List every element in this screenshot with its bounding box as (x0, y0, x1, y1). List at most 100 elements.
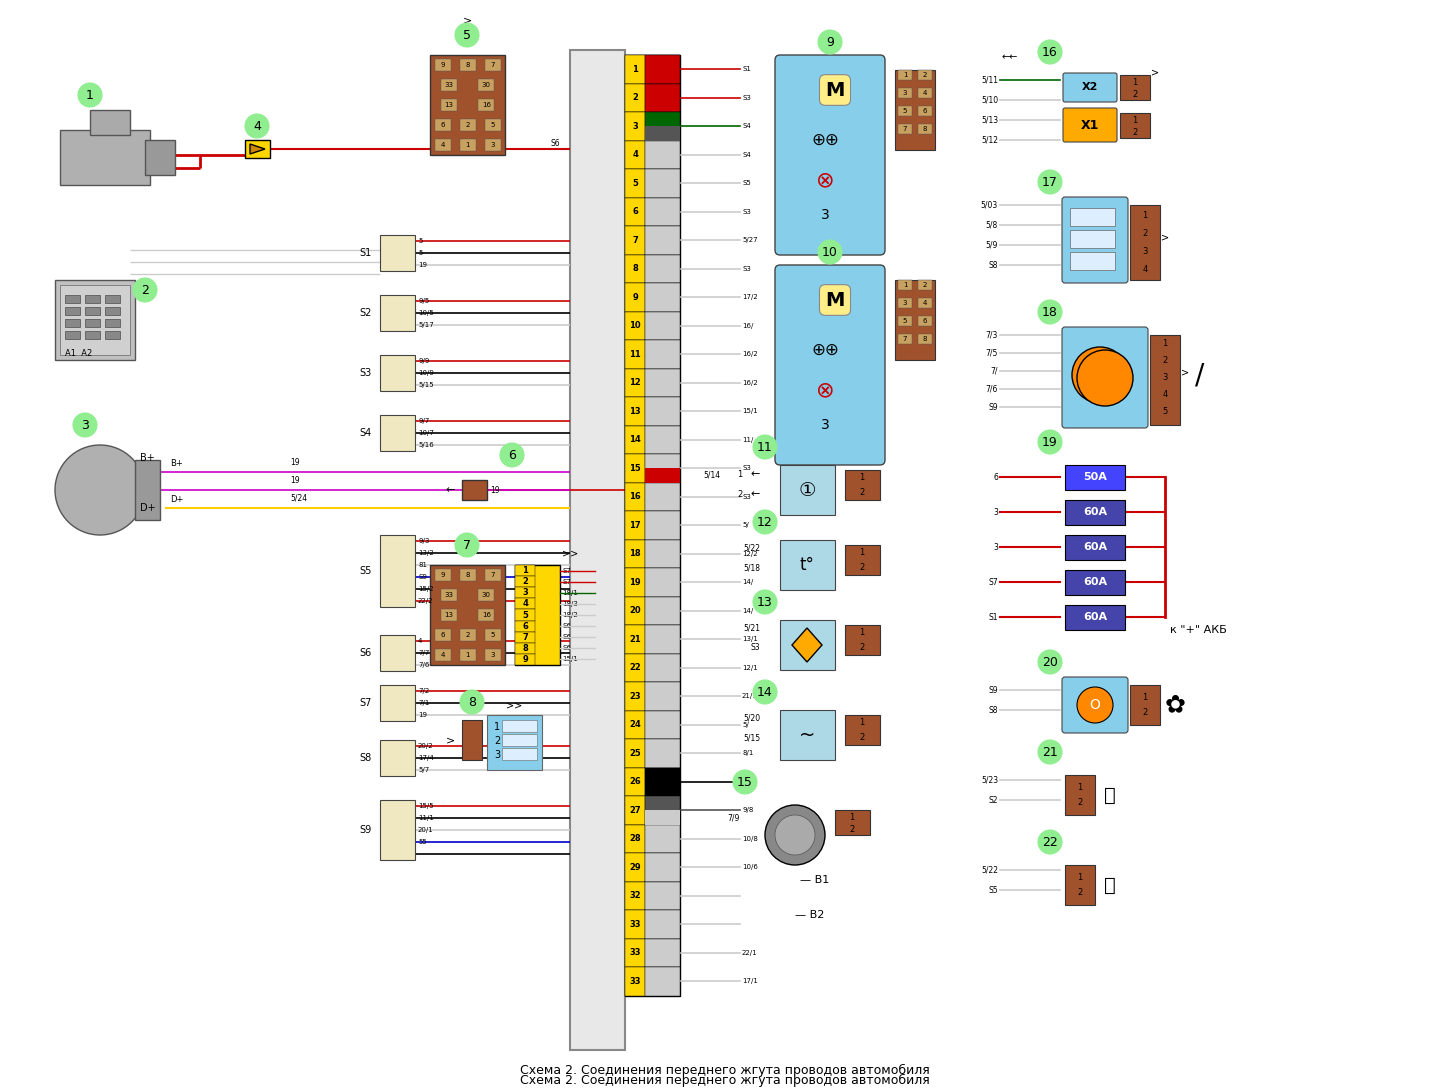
FancyBboxPatch shape (1064, 73, 1117, 102)
Bar (646, 767, 681, 796)
Text: A1  A2: A1 A2 (65, 349, 93, 358)
Text: 9: 9 (826, 36, 834, 48)
Text: ~: ~ (800, 726, 815, 744)
Text: S7: S7 (562, 579, 570, 584)
Bar (646, 340, 681, 368)
Bar (625, 283, 646, 312)
Bar (646, 54, 681, 84)
Bar (460, 629, 476, 641)
Bar (515, 632, 535, 643)
Text: — B1: — B1 (800, 875, 830, 885)
Text: 7: 7 (490, 572, 495, 578)
Text: 11: 11 (630, 350, 641, 359)
Text: X1: X1 (1081, 119, 1100, 132)
Bar (485, 59, 501, 71)
Text: 21: 21 (1042, 746, 1058, 759)
Bar (1065, 865, 1096, 905)
Text: S3: S3 (360, 368, 371, 378)
Text: 1: 1 (1142, 210, 1148, 219)
Text: S3: S3 (741, 465, 750, 471)
Text: 10/8: 10/8 (741, 836, 757, 841)
Text: 10/9: 10/9 (418, 370, 434, 376)
Text: 4: 4 (522, 600, 528, 608)
Bar (646, 84, 681, 112)
Bar (59, 130, 149, 185)
Text: S5: S5 (988, 885, 998, 895)
Text: 3: 3 (493, 750, 501, 760)
Text: 60A: 60A (1082, 611, 1107, 622)
Text: 20/2: 20/2 (418, 743, 434, 749)
Text: 16: 16 (1042, 46, 1058, 59)
Bar (86, 307, 100, 315)
Text: 5: 5 (418, 250, 422, 256)
Text: 2: 2 (466, 632, 470, 638)
Text: 2: 2 (633, 94, 638, 102)
Text: >: > (1151, 66, 1159, 77)
Text: 9: 9 (440, 62, 445, 68)
Circle shape (1037, 829, 1062, 853)
Text: 8: 8 (466, 572, 470, 578)
Text: S1: S1 (741, 66, 750, 72)
Text: M: M (826, 291, 844, 310)
Text: 16/2: 16/2 (741, 379, 757, 386)
Text: 2: 2 (859, 487, 865, 497)
Text: 4: 4 (252, 120, 261, 133)
Bar (844, 715, 879, 744)
Bar (86, 295, 100, 303)
Bar (646, 368, 681, 397)
Text: 📢: 📢 (1104, 875, 1116, 895)
Text: Схема 2. Соединения переднего жгута проводов автомобиля: Схема 2. Соединения переднего жгута пров… (519, 1074, 930, 1087)
Circle shape (1037, 300, 1062, 324)
Bar (86, 331, 100, 339)
Text: 1: 1 (86, 88, 94, 101)
Bar (625, 625, 646, 654)
Bar (460, 140, 476, 152)
Text: 19: 19 (418, 712, 427, 718)
Circle shape (55, 445, 145, 535)
Text: ⊗: ⊗ (815, 380, 834, 400)
Circle shape (753, 680, 776, 704)
Bar (460, 59, 476, 71)
Bar (625, 312, 646, 340)
Text: D+: D+ (139, 502, 155, 513)
Text: 6: 6 (508, 448, 517, 461)
Text: >>: >> (506, 700, 522, 710)
Text: 10: 10 (823, 245, 837, 258)
Bar (625, 824, 646, 853)
Text: 9/8: 9/8 (741, 808, 753, 813)
Text: >: > (445, 735, 454, 744)
Bar (646, 938, 681, 967)
Text: 7/1: 7/1 (418, 700, 429, 706)
Bar (781, 710, 834, 760)
Bar (485, 119, 501, 131)
Bar (625, 711, 646, 739)
Bar (646, 625, 681, 654)
Circle shape (1077, 687, 1113, 723)
Bar (461, 720, 482, 760)
Text: 15/2: 15/2 (418, 586, 434, 592)
Text: 5/22: 5/22 (743, 543, 760, 552)
Bar (380, 800, 415, 860)
Circle shape (1037, 740, 1062, 764)
Text: 18/2: 18/2 (562, 611, 577, 618)
Text: 3: 3 (992, 508, 998, 517)
Text: 19: 19 (1042, 436, 1058, 448)
Bar (625, 568, 646, 596)
Bar (898, 280, 913, 290)
Bar (434, 59, 450, 71)
Text: 2: 2 (923, 72, 927, 78)
Bar (65, 319, 80, 327)
Text: 3: 3 (81, 419, 89, 432)
Text: 4: 4 (418, 638, 422, 644)
Text: 17: 17 (1042, 175, 1058, 189)
Bar (625, 425, 646, 455)
Circle shape (1037, 650, 1062, 674)
Text: 4: 4 (1162, 389, 1168, 399)
Text: 20/1: 20/1 (418, 827, 434, 833)
Text: 7: 7 (490, 62, 495, 68)
Bar (646, 711, 681, 739)
Text: 1: 1 (859, 472, 865, 482)
Bar (135, 460, 160, 520)
Text: 13/2: 13/2 (418, 550, 434, 556)
Bar (104, 319, 120, 327)
